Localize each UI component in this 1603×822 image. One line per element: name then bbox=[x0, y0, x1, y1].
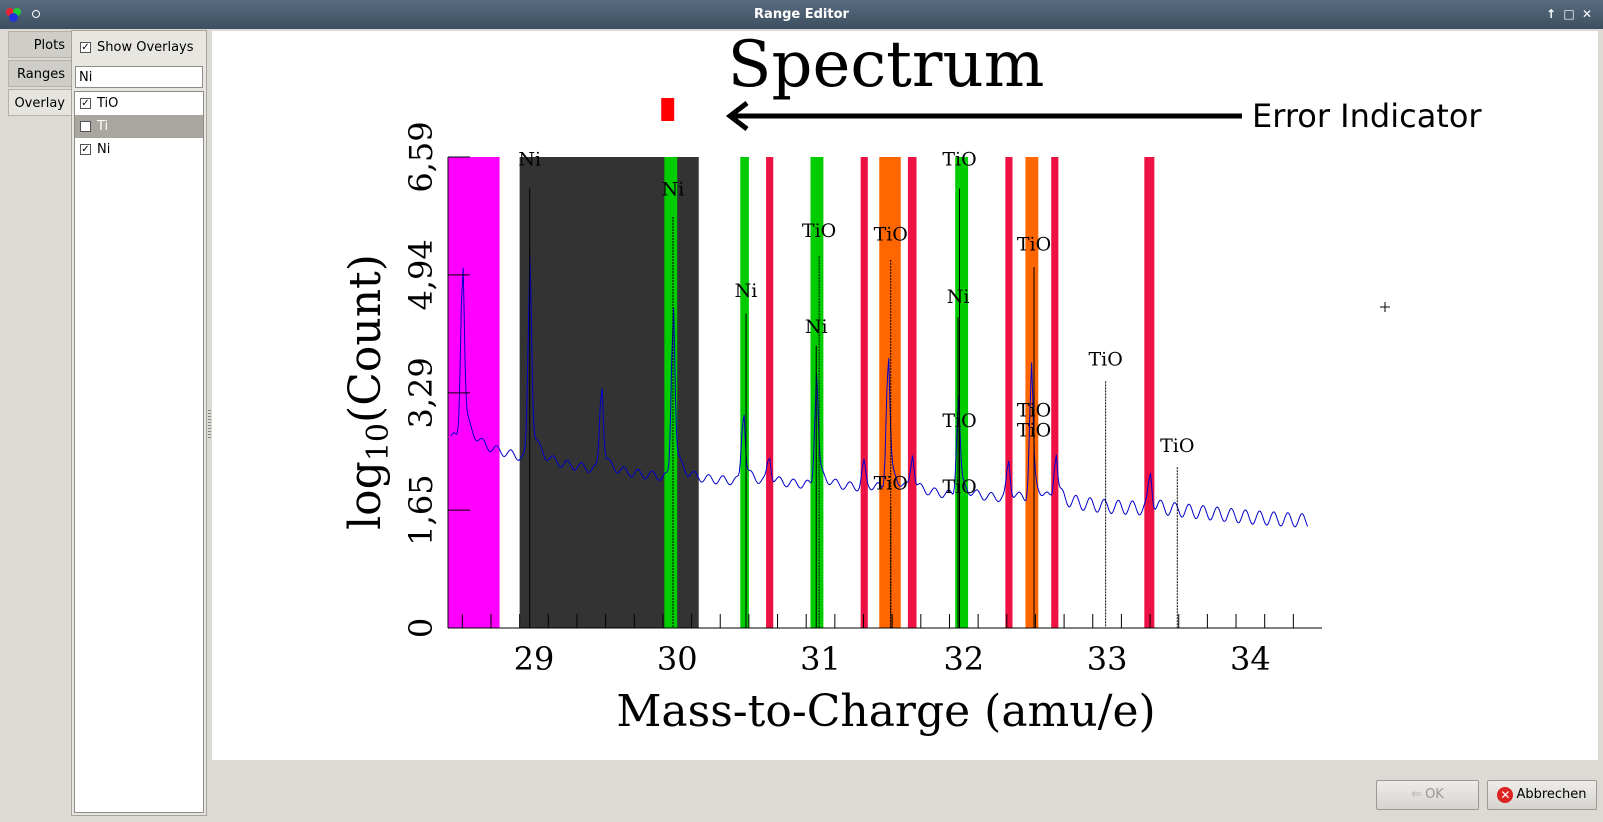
tab-plots[interactable]: Plots bbox=[8, 31, 71, 58]
ion-marker-label: TiO bbox=[1017, 399, 1051, 421]
checkbox-icon[interactable]: ✓ bbox=[80, 144, 91, 155]
checkbox-icon[interactable]: ✓ bbox=[80, 42, 91, 53]
x-tick-label: 33 bbox=[1087, 640, 1128, 678]
range-band bbox=[955, 157, 969, 628]
error-indicator-label: Error Indicator bbox=[1252, 97, 1482, 135]
cancel-button[interactable]: ✕ Abbrechen bbox=[1487, 780, 1597, 810]
ion-marker-label: TiO bbox=[1088, 349, 1122, 371]
range-band bbox=[810, 157, 824, 628]
x-tick-label: 31 bbox=[800, 640, 841, 678]
overlay-item-ni[interactable]: ✓ Ni bbox=[80, 142, 111, 157]
show-overlays-label: Show Overlays bbox=[97, 40, 194, 55]
ion-marker-label: TiO bbox=[874, 472, 908, 494]
maximize-icon[interactable]: □ bbox=[1563, 7, 1575, 21]
range-band bbox=[860, 157, 868, 628]
range-band bbox=[1005, 157, 1013, 628]
y-tick-label: 3,29 bbox=[402, 357, 440, 428]
ion-marker-label: Ni bbox=[735, 280, 758, 302]
splitter-handle[interactable] bbox=[208, 410, 211, 440]
ion-marker-label: Ni bbox=[518, 149, 541, 171]
ion-marker-label: TiO bbox=[942, 410, 976, 432]
ion-marker-label: TiO bbox=[1017, 419, 1051, 441]
ion-marker-label: TiO bbox=[1160, 435, 1194, 457]
ion-marker-label: TiO bbox=[942, 476, 976, 498]
spectrum-chart[interactable]: NiNiNiTiONiTiOTiOTiONiTiOTiOTiOTiOTiOTiO… bbox=[212, 31, 1598, 760]
title-bar[interactable]: Range Editor ↑ □ ✕ bbox=[0, 0, 1603, 30]
x-tick-label: 34 bbox=[1230, 640, 1271, 678]
ion-marker-label: TiO bbox=[874, 224, 908, 246]
plot-area[interactable]: Ni Ni Ni TiO Ni TiO TiO TiO Ni TiO TiO TiO TiO TiO TiO… bbox=[212, 31, 1598, 760]
y-axis-label: log10(Count) bbox=[340, 254, 396, 530]
range-band bbox=[1144, 157, 1155, 628]
ion-marker-label: Ni bbox=[805, 316, 828, 338]
close-icon[interactable]: ✕ bbox=[1581, 7, 1593, 21]
y-tick-label: 0 bbox=[402, 618, 440, 638]
range-band bbox=[1025, 157, 1039, 628]
tab-overlay[interactable]: Overlay bbox=[8, 89, 71, 116]
y-tick-label: 6,59 bbox=[402, 121, 440, 192]
overlay-panel: ✓ Show Overlays ✓TiO Ti ✓Ni bbox=[71, 30, 207, 816]
x-axis-label: Mass-to-Charge (amu/e) bbox=[616, 686, 1155, 737]
x-tick-label: 32 bbox=[943, 640, 984, 678]
y-axis-label-sub: 10 bbox=[361, 423, 396, 461]
tab-ranges[interactable]: Ranges bbox=[8, 60, 71, 87]
x-tick-label: 30 bbox=[657, 640, 698, 678]
ok-button[interactable]: ⇐ OK bbox=[1376, 780, 1479, 810]
y-axis-label-main: log bbox=[340, 461, 391, 530]
window-title: Range Editor bbox=[754, 7, 849, 22]
cancel-icon: ✕ bbox=[1497, 786, 1514, 803]
ion-marker-label: TiO bbox=[802, 220, 836, 242]
checkbox-icon[interactable] bbox=[80, 121, 91, 132]
range-band bbox=[1051, 157, 1059, 628]
range-band bbox=[766, 157, 774, 628]
y-tick-label: 4,94 bbox=[402, 239, 440, 310]
ion-marker-label: Ni bbox=[947, 286, 970, 308]
overlay-search-input[interactable] bbox=[75, 66, 203, 88]
window-menu-icon[interactable] bbox=[32, 10, 40, 18]
checkbox-icon[interactable]: ✓ bbox=[80, 98, 91, 109]
ion-marker-label: Ni bbox=[662, 179, 685, 201]
app-icon bbox=[4, 6, 24, 22]
chart-title: Spectrum bbox=[728, 31, 1045, 102]
error-indicator-box bbox=[661, 98, 675, 121]
show-overlays-checkbox[interactable]: ✓ Show Overlays bbox=[80, 40, 194, 55]
x-tick-label: 29 bbox=[514, 640, 555, 678]
overlay-list[interactable]: ✓ TiO Ti ✓ Ni bbox=[74, 91, 204, 813]
keep-above-icon[interactable]: ↑ bbox=[1545, 7, 1557, 21]
overlay-item-ti[interactable]: Ti bbox=[75, 115, 203, 138]
y-tick-label: 1,65 bbox=[402, 474, 440, 545]
range-band bbox=[740, 157, 749, 628]
range-band bbox=[907, 157, 917, 628]
ion-marker-label: TiO bbox=[1017, 234, 1051, 256]
ok-arrow-icon: ⇐ bbox=[1411, 787, 1423, 802]
error-arrow-head bbox=[725, 101, 749, 131]
y-axis-label-rest: (Count) bbox=[340, 254, 391, 423]
ion-marker-label: TiO bbox=[942, 149, 976, 171]
overlay-item-tio[interactable]: ✓ TiO bbox=[80, 96, 119, 111]
spectrum-line bbox=[450, 254, 1309, 528]
